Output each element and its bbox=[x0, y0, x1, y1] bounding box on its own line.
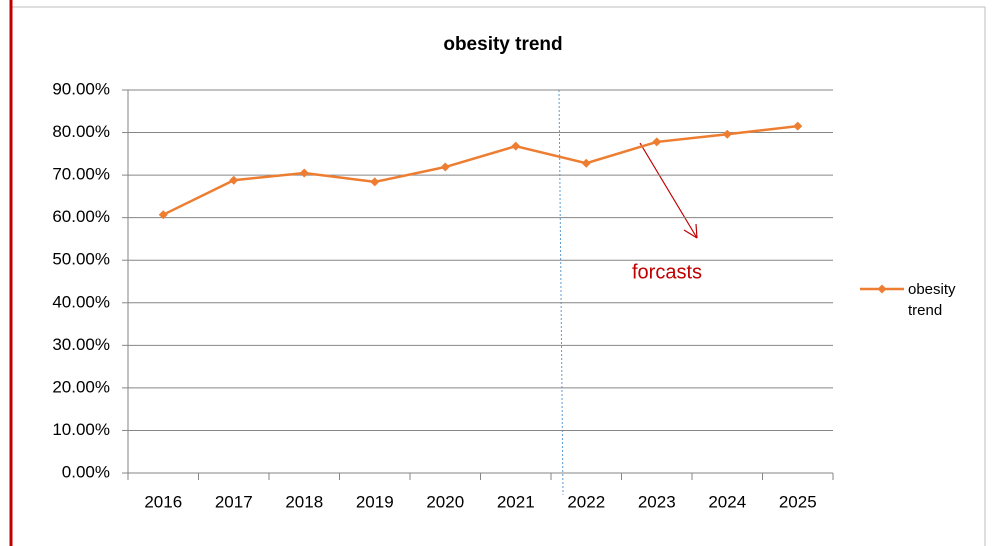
x-tick-label: 2025 bbox=[779, 492, 817, 511]
y-tick-label: 20.00% bbox=[52, 377, 110, 396]
point-marker bbox=[370, 177, 380, 187]
x-tick-label: 2023 bbox=[638, 492, 676, 511]
x-tick-label: 2016 bbox=[144, 492, 182, 511]
series-line bbox=[162, 124, 798, 216]
x-tick-label: 2020 bbox=[426, 492, 464, 511]
y-tick-label: 30.00% bbox=[52, 335, 110, 354]
legend-label: obesity trend bbox=[908, 281, 956, 319]
annotation-arrow bbox=[639, 142, 698, 239]
point-marker bbox=[299, 168, 309, 178]
y-tick-label: 0.00% bbox=[62, 462, 110, 481]
forecast-divider bbox=[558, 89, 564, 496]
annotation-arrowhead bbox=[683, 223, 698, 239]
y-tick-label: 60.00% bbox=[52, 207, 110, 226]
y-tick-label: 50.00% bbox=[52, 250, 110, 269]
x-tick-label: 2021 bbox=[497, 492, 535, 511]
y-tick-label: 70.00% bbox=[52, 165, 110, 184]
y-tick-label: 90.00% bbox=[52, 79, 110, 98]
chart-title: obesity trend bbox=[443, 34, 562, 55]
point-marker bbox=[440, 162, 450, 172]
x-tick-label: 2018 bbox=[285, 492, 323, 511]
x-tick-label: 2022 bbox=[567, 492, 605, 511]
point-marker bbox=[722, 129, 732, 139]
annotation: forcasts bbox=[632, 261, 702, 283]
point-marker bbox=[652, 137, 662, 147]
x-tick-label: 2019 bbox=[356, 492, 394, 511]
x-tick-label: 2017 bbox=[215, 492, 253, 511]
point-marker bbox=[793, 121, 803, 131]
y-tick-label: 10.00% bbox=[52, 420, 110, 439]
point-marker bbox=[581, 158, 591, 168]
chart-frame bbox=[9, 6, 986, 546]
y-tick-label: 80.00% bbox=[52, 122, 110, 141]
point-marker bbox=[229, 175, 239, 185]
legend-marker bbox=[877, 284, 887, 294]
point-marker bbox=[511, 141, 521, 151]
point-marker bbox=[158, 210, 168, 220]
x-tick-label: 2024 bbox=[708, 492, 746, 511]
y-tick-label: 40.00% bbox=[52, 292, 110, 311]
